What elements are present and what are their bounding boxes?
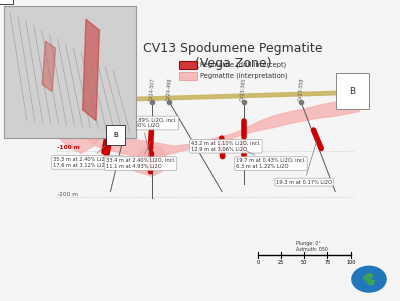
Text: A: A (51, 87, 57, 96)
Text: 100: 100 (346, 260, 355, 265)
Text: CV13 Spodumene Pegmatite
(Vega Zone): CV13 Spodumene Pegmatite (Vega Zone) (143, 42, 323, 70)
Text: CV24-520: CV24-520 (129, 78, 136, 101)
Polygon shape (56, 123, 103, 153)
Text: 50: 50 (301, 260, 307, 265)
Text: 43.2 m at 1.10% Li2O, incl.
12.9 m at 3.06% Li2O: 43.2 m at 1.10% Li2O, incl. 12.9 m at 3.… (191, 141, 261, 152)
Text: CV24-507: CV24-507 (149, 78, 156, 101)
Text: 35.3 m at 2.40% Li2O, incl.
17.6 m at 3.12% Li2O: 35.3 m at 2.40% Li2O, incl. 17.6 m at 3.… (53, 146, 122, 168)
Text: B: B (113, 132, 118, 138)
Text: -200 m: -200 m (57, 191, 78, 197)
Polygon shape (50, 91, 360, 103)
Text: 75: 75 (324, 260, 330, 265)
Text: -100 m: -100 m (57, 145, 80, 150)
Text: 33.4 m at 2.40% Li2O, incl.
11.1 m at 4.93% Li2O: 33.4 m at 2.40% Li2O, incl. 11.1 m at 4.… (106, 142, 175, 169)
Polygon shape (363, 273, 373, 281)
Text: B: B (350, 87, 356, 96)
Polygon shape (352, 266, 386, 292)
Text: CV23-358: CV23-358 (298, 78, 305, 101)
Polygon shape (42, 41, 56, 92)
FancyBboxPatch shape (179, 72, 197, 80)
Text: Overburden: Overburden (67, 98, 105, 103)
Text: 19.7 m at 0.43% Li2O, incl.
6.3 m at 1.22% Li2O: 19.7 m at 0.43% Li2O, incl. 6.3 m at 1.2… (236, 151, 306, 169)
Text: CV24-498: CV24-498 (166, 78, 173, 101)
Text: Pegmatite (interpretation): Pegmatite (interpretation) (200, 72, 287, 79)
FancyBboxPatch shape (179, 61, 197, 69)
Text: 0: 0 (256, 260, 259, 265)
Text: Plunge: 0°
Azimuth: 050: Plunge: 0° Azimuth: 050 (296, 241, 328, 252)
Polygon shape (82, 19, 100, 121)
Text: CV23-365: CV23-365 (240, 78, 247, 101)
Polygon shape (131, 144, 168, 176)
Polygon shape (367, 281, 375, 285)
Text: 25: 25 (278, 260, 284, 265)
Text: Pegmatite (drill intercept): Pegmatite (drill intercept) (200, 61, 286, 68)
Polygon shape (87, 98, 360, 158)
Text: 19.3 m at 0.17% Li2O: 19.3 m at 0.17% Li2O (276, 142, 332, 185)
Text: 17.6 m at 1.89% Li2O, incl.
5.6 m at 3.40% Li2O: 17.6 m at 1.89% Li2O, incl. 5.6 m at 3.4… (107, 118, 177, 160)
